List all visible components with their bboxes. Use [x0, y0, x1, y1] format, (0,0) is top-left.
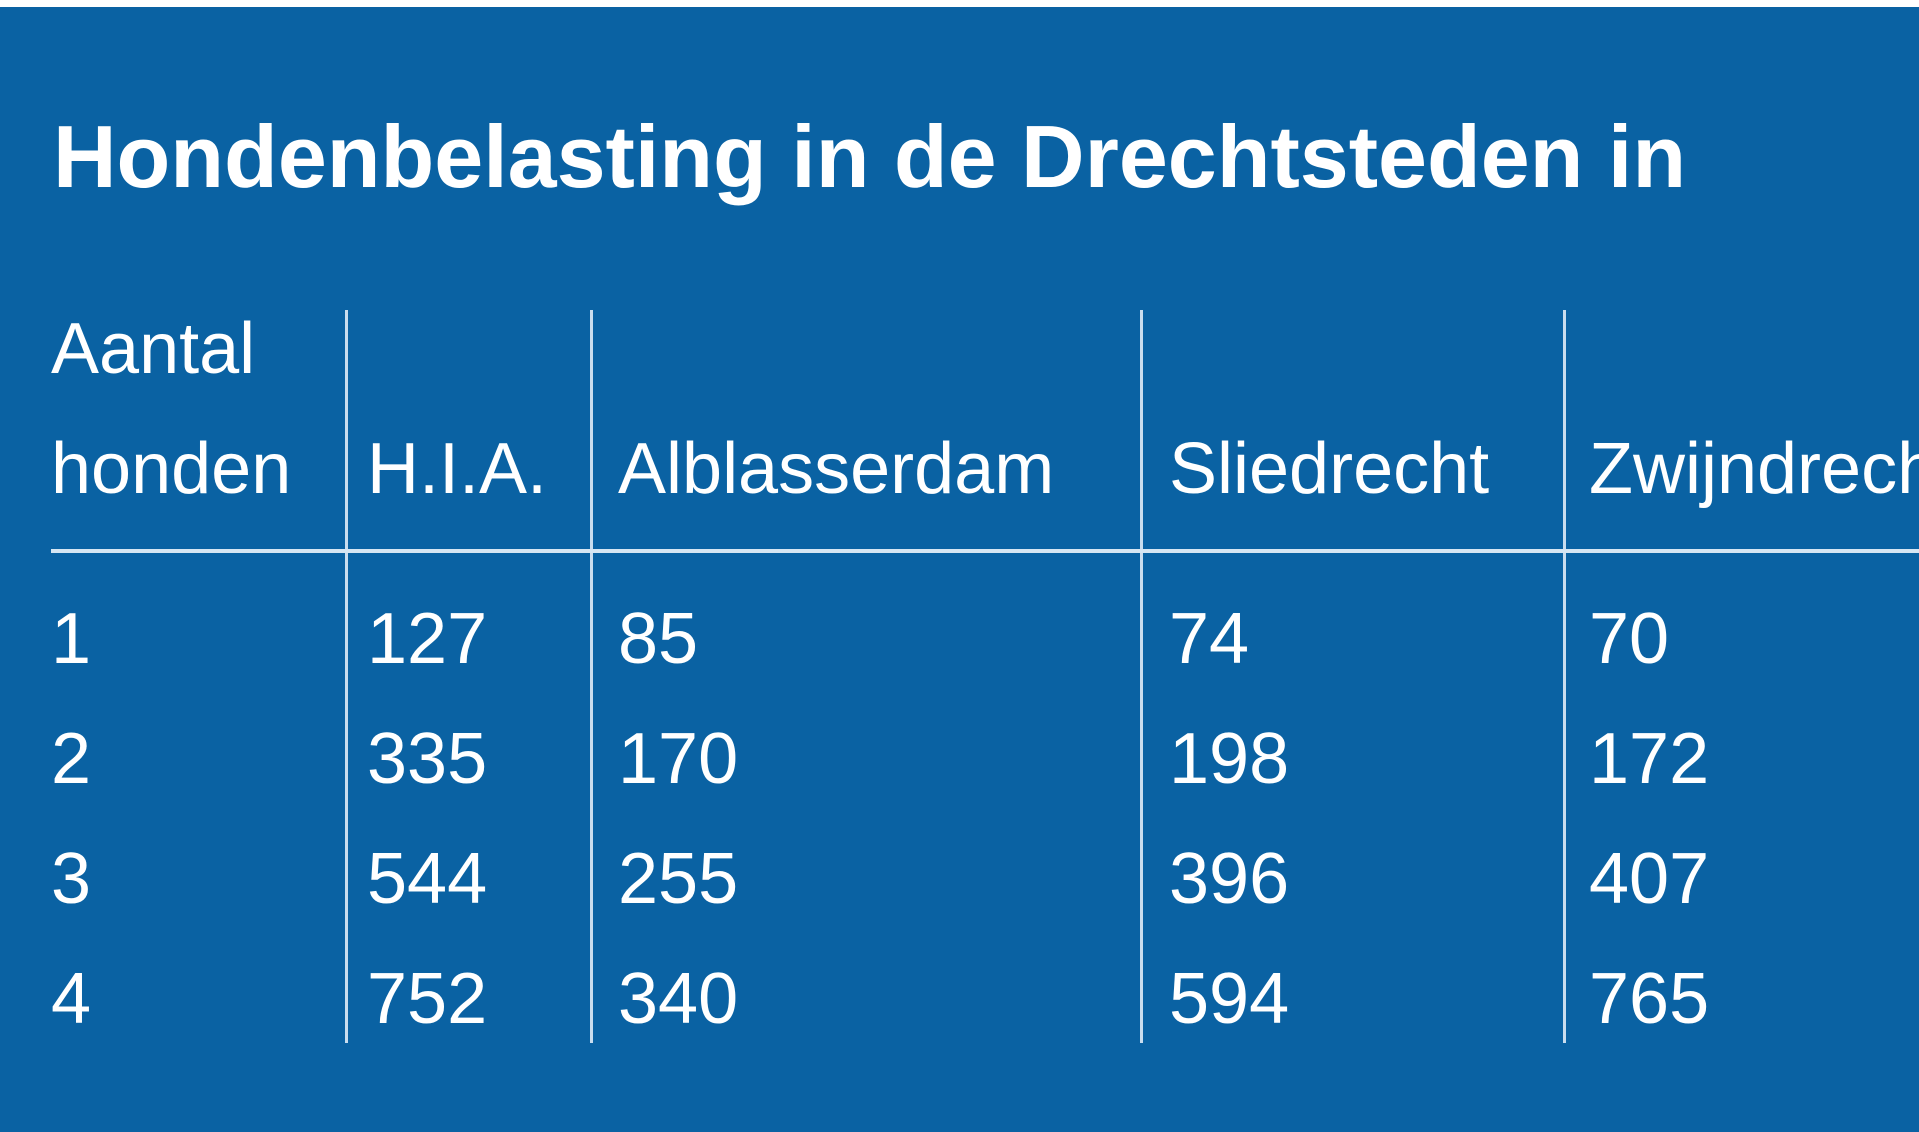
table-cell: 544	[367, 839, 488, 919]
table-cell: 70	[1589, 599, 1670, 679]
table-cell: 74	[1169, 599, 1250, 679]
header-cell: Zwijndrecht	[1589, 429, 1919, 509]
table-cell: 396	[1169, 839, 1290, 919]
table-cell: 765	[1589, 959, 1710, 1039]
table-cell: 752	[367, 959, 488, 1039]
table-cell: 335	[367, 719, 488, 799]
table-cell: 407	[1589, 839, 1710, 919]
table-cell: 170	[618, 719, 739, 799]
column-divider	[590, 310, 593, 1043]
header-cell: Alblasserdam	[618, 429, 1055, 509]
table-cell: 85	[618, 599, 699, 679]
column-divider	[345, 310, 348, 1043]
table-cell: 172	[1589, 719, 1710, 799]
table-cell: 3	[51, 839, 92, 919]
column-divider	[1140, 310, 1143, 1043]
table-cell: 198	[1169, 719, 1290, 799]
table-cell: 255	[618, 839, 739, 919]
table-title: Hondenbelasting in de Drechtsteden in	[53, 107, 1687, 206]
table-cell: 4	[51, 959, 92, 1039]
table-cell: 1	[51, 599, 92, 679]
header-cell: Aantal honden	[51, 309, 292, 509]
header-cell: Sliedrecht	[1169, 429, 1490, 509]
table-cell: 594	[1169, 959, 1290, 1039]
header-cell: H.I.A.	[367, 429, 548, 509]
header-rule	[51, 549, 1919, 553]
table-cell: 2	[51, 719, 92, 799]
table-cell: 127	[367, 599, 488, 679]
column-divider	[1563, 310, 1566, 1043]
table-panel: Hondenbelasting in de Drechtsteden in Aa…	[0, 7, 1919, 1132]
table-cell: 340	[618, 959, 739, 1039]
